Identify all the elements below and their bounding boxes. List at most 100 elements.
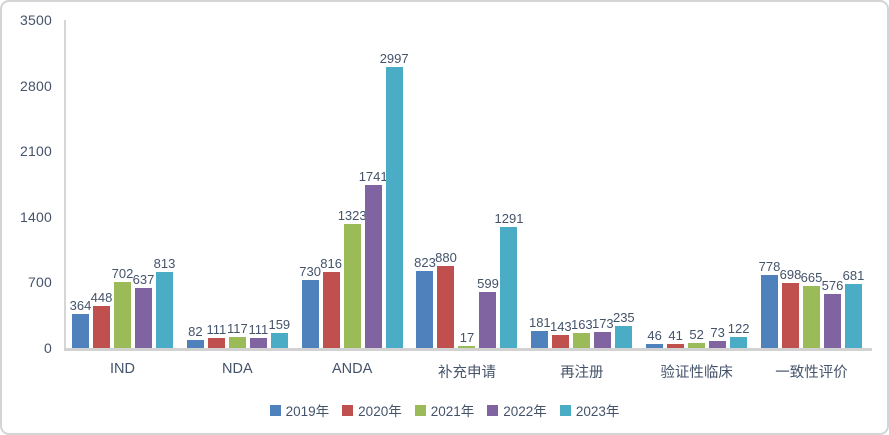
bar-value-label: 163: [570, 316, 593, 332]
bar-2019年: 82: [186, 325, 204, 348]
bar-2021年: 17: [458, 331, 476, 348]
bar-group: 364 448 702 637 813 IND: [70, 20, 176, 377]
bar-value-label: 576: [821, 278, 844, 294]
bar-value-label: 1291: [494, 211, 524, 227]
bar-2023年: 159: [268, 318, 290, 348]
bar-2022年: 73: [709, 326, 727, 348]
bar-group: 46 41 52 73 122 验证性临床: [646, 20, 749, 381]
bar-2022年: 599: [477, 277, 499, 348]
bar-value-label: 2997: [379, 51, 409, 67]
legend-swatch-icon: [559, 404, 571, 416]
legend: 2019年 2020年 2021年 2022年 2023年: [2, 400, 887, 420]
y-tick-label: 3500: [20, 12, 52, 28]
bar-value-label: 111: [248, 321, 269, 337]
bar-value-label: 117: [226, 321, 248, 337]
legend-swatch-icon: [342, 404, 354, 416]
bar-2021年: 665: [801, 271, 822, 348]
legend-item: 2021年: [414, 400, 475, 420]
bar-2022年: 173: [592, 317, 614, 348]
category-label: NDA: [222, 361, 253, 377]
bar-value-label: 730: [299, 263, 322, 279]
bar-value-label: 111: [206, 321, 227, 337]
category-label: ANDA: [332, 361, 373, 377]
legend-item: 2023年: [559, 400, 620, 420]
bar-value-label: 159: [268, 317, 291, 333]
bar-value-label: 1323: [337, 208, 367, 224]
bar-group: 778 698 665 576 681 一致性评价: [759, 20, 865, 381]
bar-2023年: 813: [154, 257, 175, 348]
y-tick-label: 2800: [20, 77, 52, 94]
legend-item: 2022年: [487, 400, 547, 420]
bar-2019年: 778: [759, 260, 780, 348]
bar-value-label: 823: [414, 254, 436, 270]
bar-value-label: 1741: [358, 168, 388, 184]
bar-2022年: 1741: [359, 170, 388, 348]
legend-swatch-icon: [487, 404, 499, 416]
bar-2020年: 111: [206, 323, 226, 348]
y-tick-label: 1400: [20, 208, 52, 225]
bar-2020年: 41: [667, 329, 685, 348]
y-axis-line: [64, 20, 66, 351]
y-tick-label: 700: [28, 274, 52, 291]
bar-2022年: 637: [133, 273, 154, 348]
bar-value-label: 41: [668, 328, 683, 344]
bar-2019年: 46: [646, 329, 664, 348]
bar-value-label: 816: [320, 255, 343, 271]
category-label: 一致性评价: [775, 365, 848, 381]
bar-value-label: 778: [758, 259, 781, 275]
legend-label: 2020年: [358, 404, 402, 419]
bar-2021年: 117: [227, 322, 248, 348]
bar-value-label: 17: [459, 330, 475, 346]
legend-swatch-icon: [269, 404, 281, 416]
bar-2023年: 681: [843, 269, 864, 348]
y-tick-label: 2100: [20, 143, 52, 160]
bar-value-label: 880: [435, 249, 457, 265]
bar-2020年: 448: [91, 291, 112, 348]
bar-2019年: 181: [529, 316, 551, 348]
y-tick-label: 0: [44, 340, 52, 356]
legend-label: 2023年: [575, 404, 620, 419]
bar-group: 730 816 1323 1741 2997 ANDA: [299, 20, 408, 377]
bar-2020年: 816: [320, 257, 342, 348]
legend-label: 2019年: [285, 404, 330, 419]
bar-2020年: 143: [550, 320, 572, 348]
bar-group: 181 143 163 173 235 再注册: [529, 20, 635, 381]
bar-2023年: 122: [728, 322, 749, 348]
bar-value-label: 181: [528, 315, 551, 331]
bar-group: 82 111 117 111 159 NDA: [186, 20, 290, 377]
bar-value-label: 235: [612, 309, 635, 325]
bar-2022年: 111: [248, 323, 268, 348]
legend-swatch-icon: [414, 404, 426, 416]
y-axis: 0 700 1400 2100 2800 3500: [2, 2, 56, 433]
bar-2019年: 364: [70, 299, 91, 348]
bar-value-label: 143: [549, 318, 572, 334]
bar-value-label: 665: [800, 269, 823, 285]
bar-value-label: 702: [111, 266, 134, 282]
category-label: IND: [110, 361, 135, 377]
bar-2023年: 235: [613, 311, 635, 348]
bar-2020年: 880: [435, 251, 457, 348]
bar-value-label: 122: [727, 320, 750, 336]
bar-value-label: 813: [153, 255, 176, 271]
bar-2019年: 823: [414, 256, 436, 348]
bar-2021年: 52: [688, 328, 706, 348]
bar-2020年: 698: [780, 268, 801, 348]
bar-2021年: 702: [112, 267, 133, 348]
bar-2022年: 576: [822, 279, 843, 348]
legend-label: 2022年: [503, 404, 547, 419]
bar-value-label: 82: [188, 324, 203, 340]
bar-2023年: 1291: [495, 212, 523, 348]
bar-group: 823 880 17 599 1291 补充申请: [414, 20, 523, 381]
legend-label: 2021年: [430, 404, 475, 419]
bar-value-label: 698: [779, 266, 802, 282]
category-label: 再注册: [560, 365, 604, 381]
category-label: 补充申请: [437, 365, 496, 381]
x-axis-line: [64, 348, 872, 351]
bar-value-label: 637: [132, 272, 155, 288]
bar-2021年: 163: [571, 318, 593, 348]
bar-value-label: 599: [477, 275, 499, 291]
plot-area: 364 448 702 637 813 IND 82 111 117 111 159 NDA 730 81…: [66, 20, 872, 381]
legend-item: 2020年: [342, 400, 402, 420]
bar-value-label: 364: [69, 297, 92, 313]
